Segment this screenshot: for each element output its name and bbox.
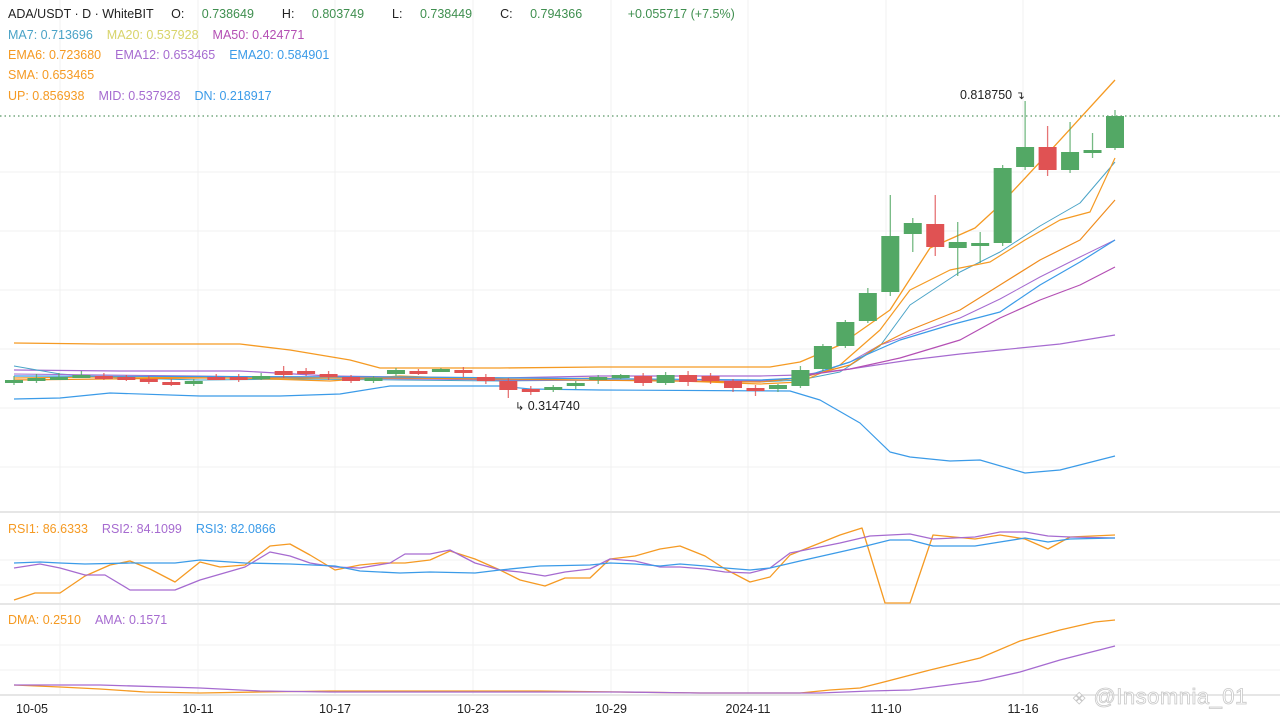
x-axis-label: 2024-11 [725,702,771,716]
high-price-value: 0.818750 [960,88,1013,102]
legend-item: AMA: 0.1571 [94,613,168,627]
dma-legend: DMA: 0.2510 AMA: 0.1571 [8,613,181,627]
legend-item: MA7: 0.713696 [8,28,93,42]
watermark: ❖ @Insomnia_01 [1072,684,1248,710]
legend-item: MID: 0.537928 [98,89,181,103]
legend-item: RSI1: 86.6333 [8,522,88,536]
low-price-marker: ↳ 0.314740 [515,399,580,413]
symbol-label: ADA/USDT · D · WhiteBIT [8,7,154,21]
dma-lines [13,619,1116,694]
header-legend: ADA/USDT · D · WhiteBIT O: 0.738649 H: 0.… [8,7,749,21]
boll-legend: UP: 0.856938 MID: 0.537928 DN: 0.218917 [8,89,286,103]
candlesticks [5,101,1124,398]
ohlc-l: L: 0.738449 [392,7,473,21]
legend-item: EMA20: 0.584901 [229,48,330,62]
rsi-legend: RSI1: 86.6333 RSI2: 84.1099 RSI3: 82.0866 [8,522,290,536]
legend-item: EMA6: 0.723680 [8,48,102,62]
x-axis-label: 10-29 [595,702,627,716]
sma-legend: SMA: 0.653465 [8,68,108,82]
x-axis-label: 10-05 [16,702,48,716]
arrow-down-icon: ↴ [1015,90,1025,102]
legend-item: MA50: 0.424771 [212,28,305,42]
arrow-up-icon: ↳ [515,401,525,413]
x-axis-label: 11-10 [870,702,902,716]
x-axis-label: 10-17 [319,702,351,716]
x-axis-label: 11-16 [1007,702,1039,716]
legend-item: DMA: 0.2510 [8,613,81,627]
grid-lines [0,0,1280,696]
legend-item: DN: 0.218917 [194,89,272,103]
diamond-logo-icon: ❖ [1072,691,1087,709]
ohlc-h: H: 0.803749 [281,7,365,21]
ohlc-c: C: 0.794366 [500,7,583,21]
high-price-marker: 0.818750 ↴ [960,88,1025,102]
x-axis-label: 10-11 [182,702,214,716]
change-value: +0.055717 (+7.5%) [627,7,735,21]
legend-item: RSI2: 84.1099 [101,522,182,536]
rsi-lines [13,527,1116,604]
ema-legend: EMA6: 0.723680 EMA12: 0.653465 EMA20: 0.58… [8,48,343,62]
legend-item: RSI3: 82.0866 [195,522,276,536]
x-axis-label: 10-23 [457,702,489,716]
legend-item: SMA: 0.653465 [8,68,95,82]
indicator-lines [13,79,1116,474]
ohlc-values: O: 0.738649 H: 0.803749 L: 0.738449 C: 0.79… [171,7,610,21]
legend-item: MA20: 0.537928 [106,28,199,42]
ma-legend: MA7: 0.713696 MA20: 0.537928 MA50: 0.42477… [8,28,318,42]
low-price-value: 0.314740 [527,399,580,413]
legend-item: UP: 0.856938 [8,89,85,103]
ohlc-o: O: 0.738649 [171,7,254,21]
legend-item: EMA12: 0.653465 [115,48,216,62]
